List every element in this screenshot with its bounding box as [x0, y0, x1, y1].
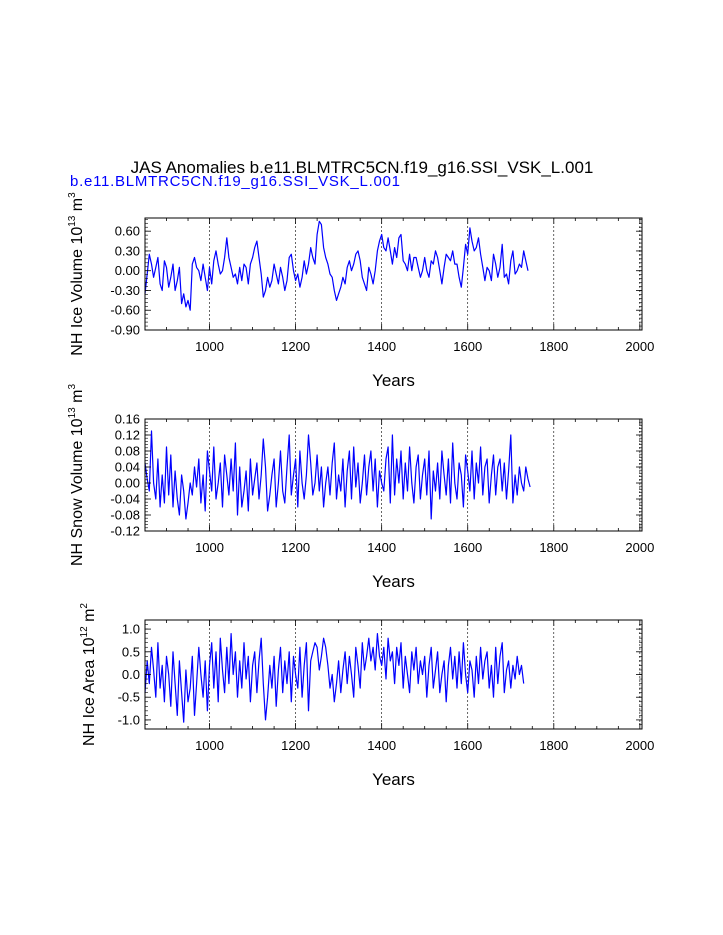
x-tick-label: 2000 — [625, 540, 654, 555]
x-tick-label: 1600 — [453, 540, 482, 555]
panel-2: 1000 1200 1400 1600 1800 2000-0.12-0.08-0.040… — [67, 384, 654, 591]
x-tick-label: 2000 — [625, 339, 654, 354]
y-tick-label: -0.5 — [118, 690, 140, 705]
y-tick-label: 0.5 — [122, 644, 140, 659]
y-axis-label-exponent: 13 — [67, 215, 78, 227]
x-tick-label: 1800 — [539, 738, 568, 753]
y-tick-label: -0.12 — [110, 524, 140, 539]
y-axis-label-exponent: 12 — [79, 626, 90, 638]
y-axis-label-exponent: 3 — [67, 384, 78, 390]
x-tick-label: 1400 — [367, 540, 396, 555]
x-tick-label: 1000 — [195, 738, 224, 753]
y-tick-label: 0.16 — [115, 412, 140, 427]
x-tick-label: 2000 — [625, 738, 654, 753]
y-tick-label: 0.0 — [122, 667, 140, 682]
y-tick-label: 0.60 — [115, 224, 140, 239]
y-tick-label: -0.60 — [110, 303, 140, 318]
y-axis-label-exponent: 2 — [79, 603, 90, 609]
y-tick-label: 0.30 — [115, 243, 140, 258]
x-tick-label: 1400 — [367, 738, 396, 753]
y-tick-label: -0.04 — [110, 492, 140, 507]
plot-frame — [144, 217, 643, 331]
y-axis-label-exponent: 3 — [67, 192, 78, 198]
y-tick-label: 0.08 — [115, 444, 140, 459]
series-line — [144, 220, 529, 311]
x-tick-label: 1200 — [281, 339, 310, 354]
y-axis-label-text: NH Ice Area 10 — [81, 637, 98, 746]
x-axis-label: Years — [372, 572, 415, 591]
y-axis-label-text: m — [81, 609, 98, 627]
chart-title: JAS Anomalies b.e11.BLMTRC5CN.f19_g16.SS… — [131, 158, 594, 177]
y-tick-label: -0.30 — [110, 283, 140, 298]
panel-1: 1000 1200 1400 1600 1800 2000 -0.90 -0.60 -0.30 0… — [67, 192, 654, 390]
y-axis-label: NH Ice Area 1012 m2 — [79, 603, 98, 746]
series-line — [144, 430, 531, 520]
y-tick-label: 1.0 — [122, 622, 140, 637]
x-tick-label: 1800 — [539, 339, 568, 354]
y-tick-label: -1.0 — [118, 712, 140, 727]
y-axis-label-text: m — [69, 198, 86, 216]
x-tick-label: 1000 — [195, 339, 224, 354]
y-tick-label: 0.12 — [115, 428, 140, 443]
x-axis-label: Years — [372, 371, 415, 390]
x-tick-label: 1600 — [453, 738, 482, 753]
series-line — [144, 632, 525, 723]
x-tick-label: 1400 — [367, 339, 396, 354]
y-axis-label-exponent: 13 — [67, 407, 78, 419]
y-tick-label: -0.90 — [110, 323, 140, 338]
y-axis-label: NH Snow Volume 1013 m3 — [67, 384, 86, 567]
y-axis-label-text: m — [69, 390, 86, 408]
y-axis-label-text: NH Ice Volume 10 — [69, 227, 86, 356]
x-tick-label: 1600 — [453, 339, 482, 354]
y-axis-label: NH Ice Volume 1013 m3 — [67, 192, 86, 356]
plot-frame — [144, 418, 643, 532]
y-tick-label: 0.04 — [115, 460, 140, 475]
x-tick-label: 1200 — [281, 540, 310, 555]
series-subtitle: b.e11.BLMTRC5CN.f19_g16.SSI_VSK_L.001 — [70, 173, 400, 190]
x-tick-label: 1000 — [195, 540, 224, 555]
y-tick-label: 0.00 — [115, 263, 140, 278]
x-tick-label: 1200 — [281, 738, 310, 753]
y-tick-label: 0.00 — [115, 476, 140, 491]
x-tick-label: 1800 — [539, 540, 568, 555]
y-axis-label-text: NH Snow Volume 10 — [69, 418, 86, 566]
x-axis-label: Years — [372, 770, 415, 789]
y-tick-label: -0.08 — [110, 508, 140, 523]
panel-3: 1000 1200 1400 1600 1800 2000 -1.0 -0.5 0.0 0.5 1.… — [79, 603, 654, 789]
